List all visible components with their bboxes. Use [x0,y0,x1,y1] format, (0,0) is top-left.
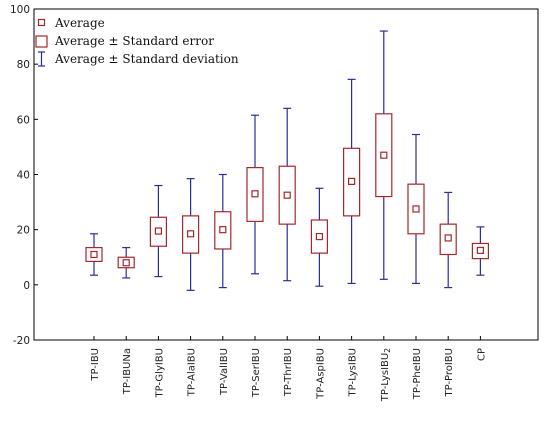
y-tick-label: 40 [17,170,30,182]
mean-marker [444,234,452,242]
y-tick-label: 100 [10,4,30,16]
box-group [246,114,264,275]
x-tick-label: TP-LysIBU [348,348,359,397]
se-box [246,167,264,222]
box-group [343,78,361,285]
box-group [375,30,393,280]
mean-marker [348,177,356,185]
box-group [182,178,200,291]
x-tick-label: TP-ThrIBU [283,348,294,397]
y-axis: -20 0 20 40 60 80 100 [10,4,38,347]
y-tick-label: 60 [17,114,30,126]
x-tick-label: TP-LysIBU2 [380,348,392,402]
box-group [149,184,167,278]
se-box [343,147,361,217]
se-box [471,242,489,260]
x-tick-label: CP [476,348,487,361]
box-group [471,226,489,276]
x-tick-label: TP-IBU [90,348,101,382]
se-box [182,215,200,254]
box-group [407,133,425,285]
x-tick-label: TP-SerIBU [251,348,262,398]
se-box [375,113,393,198]
mean-marker [315,232,323,241]
mean-marker [380,151,388,159]
y-tick-label: 0 [23,280,30,292]
se-box [214,211,232,250]
x-tick-label: TP-ProIBU [444,348,455,398]
box-group [278,107,296,282]
mean-marker [251,190,259,198]
mean-marker [283,191,291,199]
box-group [310,187,328,287]
x-tick-label: TP-GlyIBU [154,348,165,398]
legend-se-label: Average ± Standard error [54,34,214,48]
se-box [407,183,425,235]
box-group [117,246,135,279]
legend-se-marker [35,35,48,48]
legend-mean-marker [37,18,46,27]
se-box [439,223,457,256]
box-group [439,191,457,289]
box-group [214,173,232,289]
y-tick-label: -20 [13,335,30,347]
box-group [85,233,103,276]
mean-marker [154,227,162,235]
legend: Average Average ± Standard error Average… [35,16,239,67]
se-box [149,216,167,247]
mean-marker [187,230,195,238]
mean-marker [412,205,420,213]
se-box [85,246,103,262]
mean-marker [219,226,227,234]
x-tick-label-subscript: 2 [383,348,392,353]
y-tick-label: 80 [17,59,30,71]
x-tick-label: TP-AspIBU [315,348,326,400]
x-tick-label: TP-PheIBU [412,348,423,400]
legend-mean-label: Average [54,16,105,30]
x-tick-label: TP-AlaIBU [187,348,198,397]
se-box [278,165,296,225]
box-plot-series [85,30,489,291]
se-box [117,256,135,269]
legend-sd-label: Average ± Standard deviation [54,52,239,66]
x-tick-label: TP-IBUNa [122,348,133,395]
y-tick-label: 20 [17,225,30,237]
x-axis: TP-IBU TP-IBUNa TP-GlyIBU TP-AlaIBU TP-ValIB… [90,336,487,402]
se-box [310,219,328,254]
x-tick-label: TP-ValIBU [219,348,230,396]
mean-marker [90,250,98,259]
mean-marker [122,259,130,267]
mean-marker [476,246,484,254]
